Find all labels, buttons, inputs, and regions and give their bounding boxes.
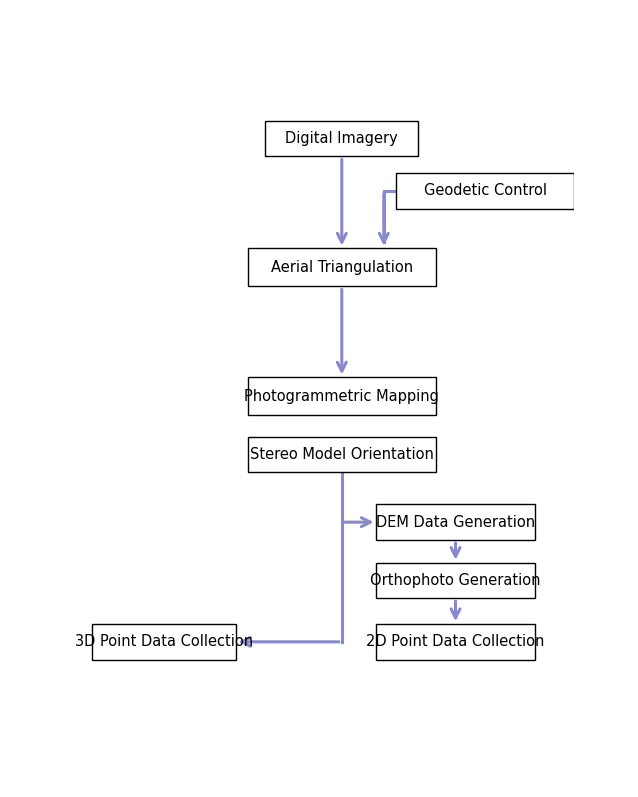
Text: Digital Imagery: Digital Imagery: [285, 131, 398, 146]
FancyBboxPatch shape: [92, 624, 235, 660]
Text: DEM Data Generation: DEM Data Generation: [376, 515, 535, 530]
Text: Stereo Model Orientation: Stereo Model Orientation: [250, 447, 434, 462]
FancyBboxPatch shape: [248, 437, 436, 473]
FancyBboxPatch shape: [376, 624, 535, 660]
Text: Aerial Triangulation: Aerial Triangulation: [271, 260, 413, 275]
FancyBboxPatch shape: [265, 121, 419, 156]
Text: 3D Point Data Collection: 3D Point Data Collection: [75, 634, 253, 650]
FancyBboxPatch shape: [396, 173, 574, 209]
Text: Orthophoto Generation: Orthophoto Generation: [370, 573, 541, 588]
Text: Geodetic Control: Geodetic Control: [424, 183, 547, 198]
Text: Photogrammetric Mapping: Photogrammetric Mapping: [244, 389, 439, 404]
FancyBboxPatch shape: [248, 249, 436, 286]
FancyBboxPatch shape: [376, 505, 535, 540]
Text: 2D Point Data Collection: 2D Point Data Collection: [366, 634, 545, 650]
FancyBboxPatch shape: [248, 377, 436, 415]
FancyBboxPatch shape: [376, 563, 535, 599]
